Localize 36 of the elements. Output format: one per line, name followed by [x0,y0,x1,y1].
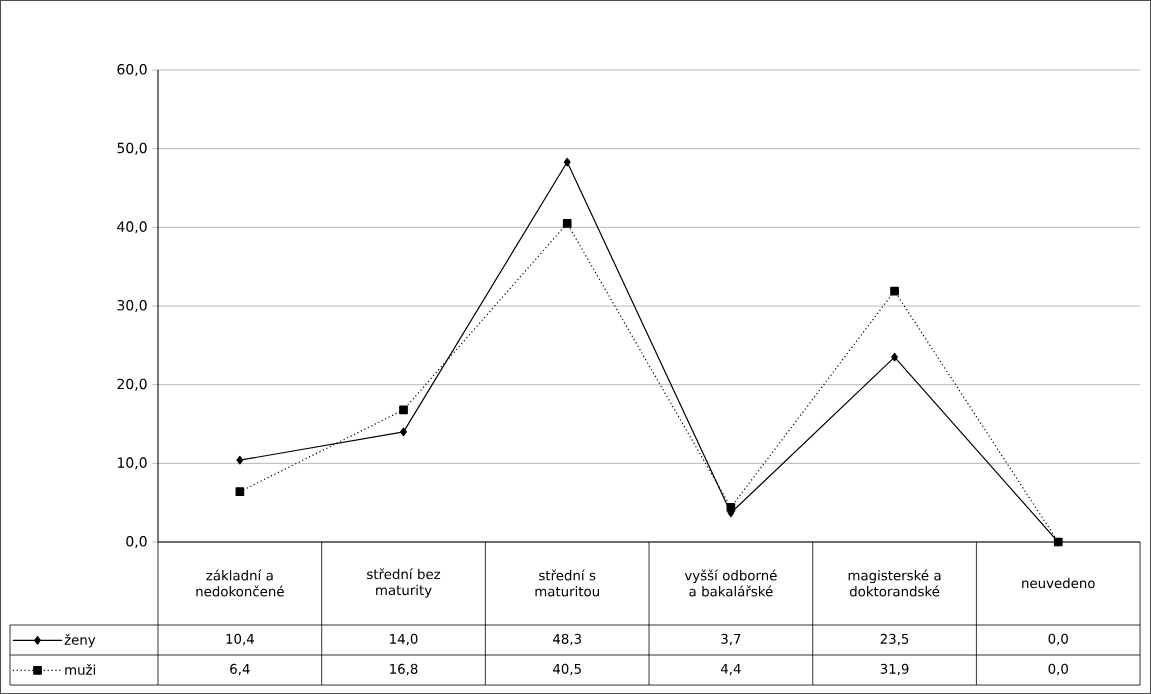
x-tick-label: neuvedeno [1022,577,1095,589]
data-label: 31,9 [880,663,909,676]
point [890,286,899,296]
y-tick-label: 50,0 [117,142,147,155]
point [400,427,407,437]
data-label: 48,3 [553,633,581,646]
point [399,405,408,415]
legend-label: muži [65,663,96,675]
point [726,503,736,512]
x-tick-label: vyšší odborné a bakalářské [684,569,777,597]
x-tick-label: magisterské a doktorandské [848,569,941,597]
y-tick-label: 40,0 [117,221,147,234]
data-label: 3,7 [721,633,741,646]
point [891,352,898,362]
y-tick-label: 10,0 [117,457,147,470]
x-tick-label: střední bez maturity [367,568,441,598]
y-tick-label: 0,0 [126,536,147,549]
x-tick-label: střední s maturitou [535,569,599,597]
data-label: 4,4 [720,663,741,676]
y-tick-label: 60,0 [117,63,147,76]
legend-label: ženy [64,633,96,648]
x-tick-label: základní a nedokončené [196,569,284,597]
data-label: 10,4 [226,633,254,646]
point [235,487,245,496]
point [236,455,244,465]
data-label: 16,8 [390,663,418,676]
data-label: 23,5 [880,633,909,646]
point [563,157,571,167]
data-label: 6,4 [230,663,250,676]
data-label: 0,0 [1048,663,1068,676]
data-label: 14,0 [390,633,418,646]
data-label: 40,5 [553,663,581,676]
y-tick-label: 20,0 [117,378,147,391]
point [562,219,572,228]
data-label: 0,0 [1048,633,1068,646]
y-tick-label: 30,0 [117,299,147,313]
